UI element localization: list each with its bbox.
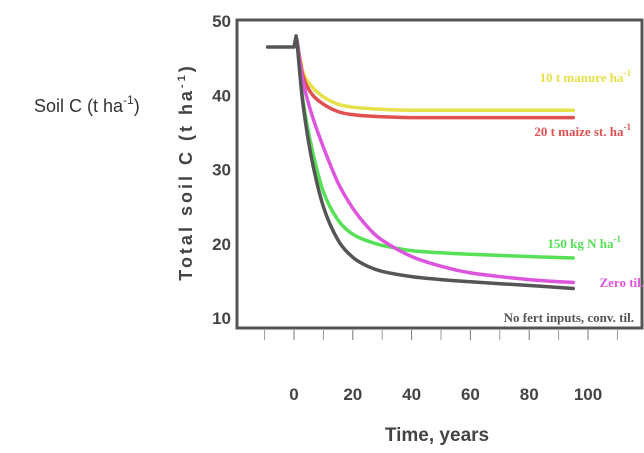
series-label-1: 10 t manure ha-1: [540, 68, 632, 85]
side-label-sup: -1: [123, 93, 134, 107]
series-line-2: [295, 37, 576, 120]
x-tick-label: 20: [343, 385, 362, 404]
plot-frame: [235, 18, 644, 330]
series-line-4: [295, 37, 576, 285]
series-line-5: [265, 34, 576, 291]
y-tick-label: 40: [212, 86, 231, 105]
x-axis-title: Time, years: [385, 425, 489, 446]
x-tick-label: 0: [289, 385, 298, 404]
y-tick-label: 20: [212, 235, 231, 254]
series-label-5: No fert inputs, conv. til.: [504, 310, 634, 325]
x-tick-label: 100: [574, 385, 602, 404]
y-axis-title-tail: ): [176, 63, 196, 72]
x-tick-label: 80: [520, 385, 539, 404]
series-label-2: 20 t maize st. ha-1: [534, 122, 631, 139]
x-tick-label: 60: [461, 385, 480, 404]
series-label-4: Zero til.: [599, 275, 644, 290]
y-axis-title-sup: -1: [176, 72, 188, 88]
y-tick-label: 30: [212, 161, 231, 180]
series-lines: [265, 34, 576, 291]
y-axis-title: Total soil C (t ha-1): [176, 63, 196, 280]
y-axis-title-base: Total soil C (t ha: [176, 88, 196, 281]
x-tick-label: 40: [402, 385, 421, 404]
side-label: Soil C (t ha-1): [34, 93, 140, 116]
side-label-base: Soil C (t ha: [34, 96, 124, 116]
axis-ticks: 0 20 40 60 80 100 10 20 30 40 50: [212, 12, 618, 404]
series-line-3: [295, 37, 576, 260]
series-label-3: 150 kg N ha-1: [547, 234, 621, 251]
series-labels: 10 t manure ha-1 20 t maize st. ha-1 150 k…: [504, 68, 644, 325]
y-tick-label: 10: [212, 309, 231, 328]
side-label-tail: ): [134, 96, 140, 116]
series-line-1: [295, 37, 576, 112]
y-tick-label: 50: [212, 12, 231, 31]
